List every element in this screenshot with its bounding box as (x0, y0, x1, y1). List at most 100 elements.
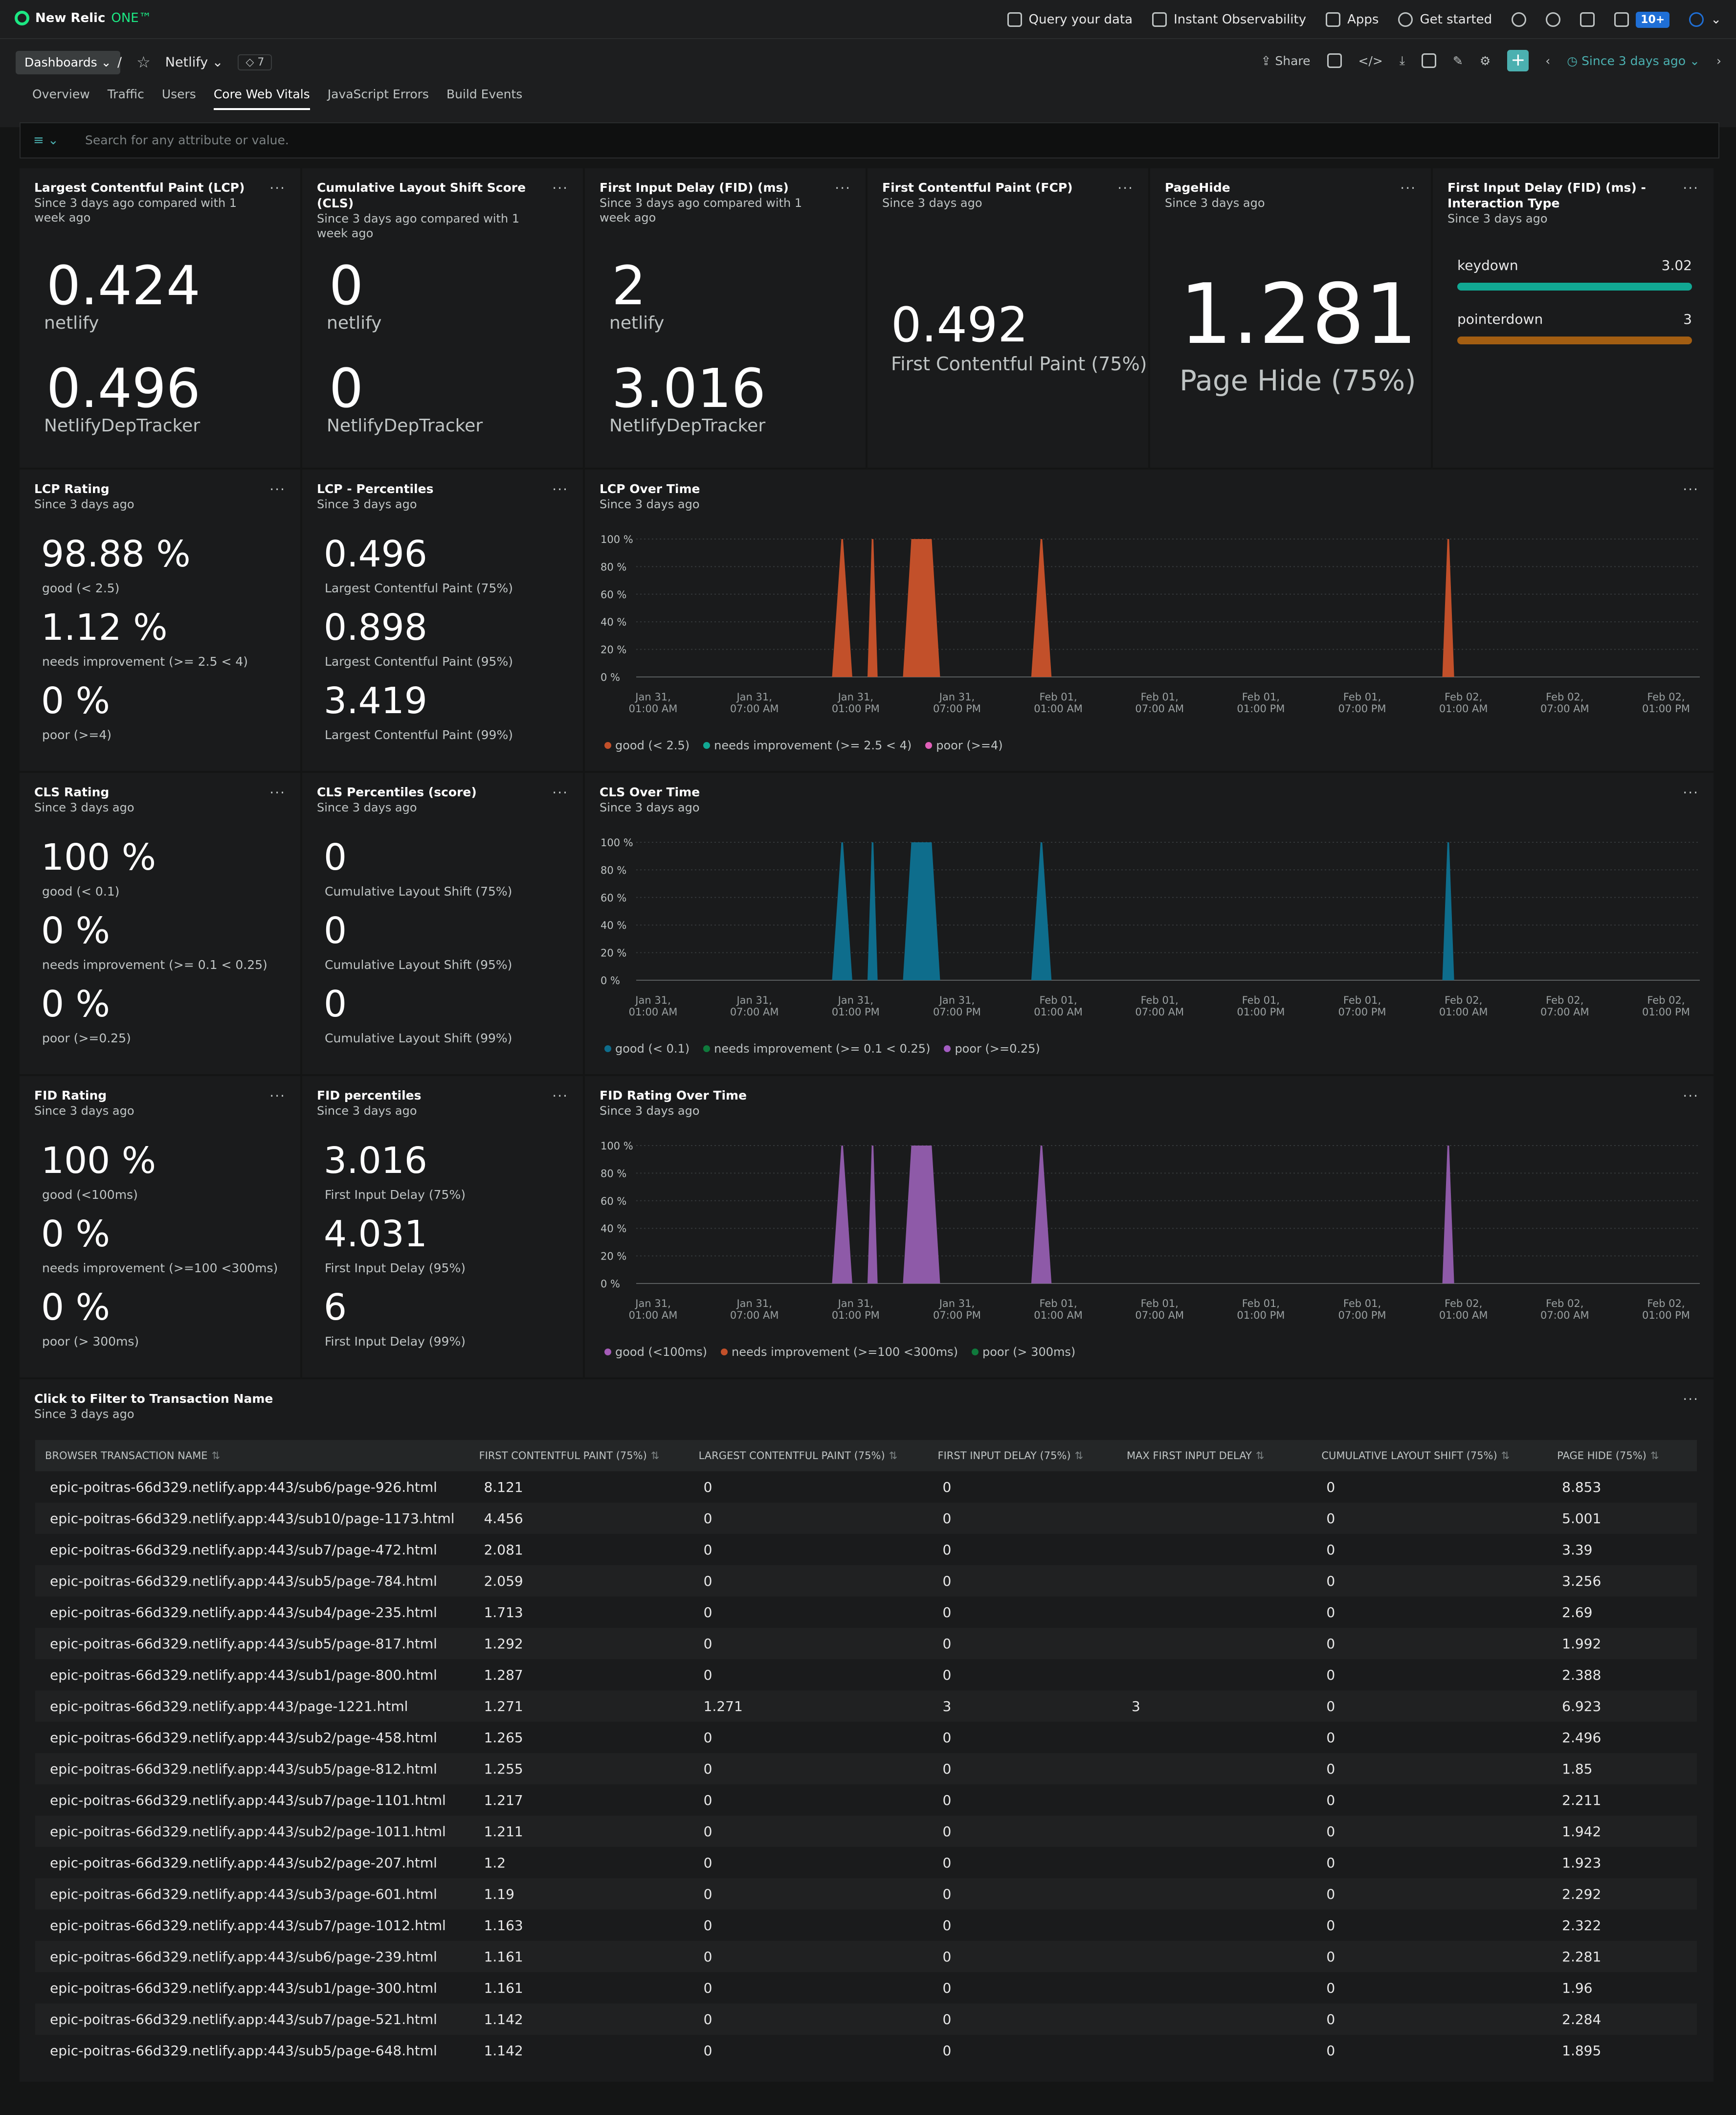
star-icon[interactable]: ☆ (136, 53, 151, 71)
help-icon[interactable] (1546, 12, 1561, 27)
widget-menu-icon[interactable]: ··· (1683, 180, 1699, 196)
edit-icon[interactable]: ✎ (1452, 53, 1463, 68)
filter-icon[interactable]: ≡ ⌄ (33, 133, 59, 148)
column-header-transaction-name[interactable]: BROWSER TRANSACTION NAME ⇅ (35, 1440, 469, 1471)
legend-item[interactable]: good (< 0.1) (604, 1042, 690, 1056)
widget-menu-icon[interactable]: ··· (552, 1088, 568, 1104)
table-row[interactable]: epic-poitras-66d329.netlify.app:443/sub7… (35, 2003, 1697, 2035)
tab-build-events[interactable]: Build Events (446, 87, 523, 101)
legend-item[interactable]: needs improvement (>=100 <300ms) (721, 1345, 958, 1359)
table-row[interactable]: epic-poitras-66d329.netlify.app:443/sub7… (35, 1784, 1697, 1816)
tags-button[interactable]: ◇ 7 (238, 54, 272, 70)
legend-item[interactable]: good (<100ms) (604, 1345, 707, 1359)
chart-plot-area[interactable]: 100 %80 %60 %40 %20 %0 %Jan 31,01:00 AMJ… (585, 1076, 1715, 1350)
legend-item[interactable]: needs improvement (>= 0.1 < 0.25) (703, 1042, 930, 1056)
tab-users[interactable]: Users (161, 87, 196, 101)
dashboards-button[interactable]: Dashboards ⌄ (16, 51, 120, 74)
column-header-cls[interactable]: CUMULATIVE LAYOUT SHIFT (75%) ⇅ (1312, 1440, 1548, 1471)
widget-menu-icon[interactable]: ··· (269, 1088, 286, 1104)
new-relic-logo[interactable]: New Relic ONE™ (15, 11, 152, 25)
widget-menu-icon[interactable]: ··· (1683, 1391, 1699, 1407)
area-peak[interactable] (1031, 842, 1052, 980)
table-row[interactable]: epic-poitras-66d329.netlify.app:443/sub5… (35, 1753, 1697, 1784)
table-row[interactable]: epic-poitras-66d329.netlify.app:443/sub5… (35, 1565, 1697, 1597)
feedback-icon[interactable] (1580, 12, 1595, 27)
settings-icon[interactable]: ⚙ (1479, 53, 1491, 68)
area-peak[interactable] (832, 842, 852, 980)
legend-item[interactable]: needs improvement (>= 2.5 < 4) (703, 739, 912, 752)
tab-overview[interactable]: Overview (32, 87, 90, 101)
widget-menu-icon[interactable]: ··· (552, 481, 568, 497)
area-peak[interactable] (903, 842, 940, 980)
get-started-button[interactable]: Get started (1398, 9, 1492, 30)
table-row[interactable]: epic-poitras-66d329.netlify.app:443/sub6… (35, 1471, 1697, 1503)
area-peak[interactable] (1442, 842, 1454, 980)
area-peak[interactable] (867, 842, 878, 980)
column-header-max-fid[interactable]: MAX FIRST INPUT DELAY ⇅ (1116, 1440, 1312, 1471)
widget-menu-icon[interactable]: ··· (552, 180, 568, 196)
table-row[interactable]: epic-poitras-66d329.netlify.app:443/sub5… (35, 1628, 1697, 1659)
widget-menu-icon[interactable]: ··· (1400, 180, 1416, 196)
area-peak[interactable] (867, 539, 878, 677)
table-row[interactable]: epic-poitras-66d329.netlify.app:443/sub2… (35, 1816, 1697, 1847)
column-header-lcp[interactable]: LARGEST CONTENTFUL PAINT (75%) ⇅ (689, 1440, 928, 1471)
legend-item[interactable]: good (< 2.5) (604, 739, 690, 752)
code-icon[interactable]: </> (1358, 53, 1383, 68)
query-your-data-button[interactable]: Query your data (1007, 9, 1133, 30)
filter-search-input[interactable]: Search for any attribute or value. (85, 133, 289, 147)
widget-menu-icon[interactable]: ··· (1683, 785, 1699, 801)
previous-time-icon[interactable]: ‹ (1545, 53, 1551, 68)
table-row[interactable]: epic-poitras-66d329.netlify.app:443/sub1… (35, 1503, 1697, 1534)
apps-button[interactable]: Apps (1326, 9, 1379, 30)
search-icon[interactable] (1512, 12, 1527, 27)
add-widget-button[interactable]: + (1507, 50, 1529, 71)
widget-menu-icon[interactable]: ··· (1683, 481, 1699, 497)
area-peak[interactable] (1442, 539, 1454, 677)
widget-menu-icon[interactable]: ··· (1683, 1088, 1699, 1104)
widget-menu-icon[interactable]: ··· (269, 180, 286, 196)
table-row[interactable]: epic-poitras-66d329.netlify.app:443/sub1… (35, 1972, 1697, 2003)
instant-observability-button[interactable]: Instant Observability (1152, 9, 1306, 30)
next-time-icon[interactable]: › (1716, 53, 1721, 68)
tv-mode-icon[interactable] (1327, 53, 1342, 68)
area-peak[interactable] (1442, 1146, 1454, 1283)
tab-core-web-vitals[interactable]: Core Web Vitals (213, 87, 310, 110)
column-header-fid[interactable]: FIRST INPUT DELAY (75%) ⇅ (928, 1440, 1117, 1471)
user-menu-button[interactable]: ⌄ (1689, 9, 1721, 30)
table-row[interactable]: epic-poitras-66d329.netlify.app:443/sub1… (35, 1659, 1697, 1690)
table-row[interactable]: epic-poitras-66d329.netlify.app:443/sub7… (35, 1910, 1697, 1941)
area-peak[interactable] (1031, 539, 1052, 677)
area-peak[interactable] (832, 1146, 852, 1283)
tab-traffic[interactable]: Traffic (107, 87, 144, 101)
legend-item[interactable]: poor (> 300ms) (971, 1345, 1075, 1359)
area-peak[interactable] (903, 539, 940, 677)
column-header-page-hide[interactable]: PAGE HIDE (75%) ⇅ (1547, 1440, 1697, 1471)
column-header-fcp[interactable]: FIRST CONTENTFUL PAINT (75%) ⇅ (469, 1440, 689, 1471)
widget-menu-icon[interactable]: ··· (552, 785, 568, 801)
chart-plot-area[interactable]: 100 %80 %60 %40 %20 %0 %Jan 31,01:00 AMJ… (585, 773, 1715, 1047)
dashboard-name-dropdown[interactable]: Netlify ⌄ (165, 54, 223, 70)
legend-item[interactable]: poor (>=0.25) (944, 1042, 1040, 1056)
table-row[interactable]: epic-poitras-66d329.netlify.app:443/sub4… (35, 1597, 1697, 1628)
area-peak[interactable] (903, 1146, 940, 1283)
time-picker[interactable]: ◷ Since 3 days ago ⌄ (1567, 53, 1700, 68)
tab-javascript-errors[interactable]: JavaScript Errors (327, 87, 429, 101)
widget-menu-icon[interactable]: ··· (269, 785, 286, 801)
area-peak[interactable] (1031, 1146, 1052, 1283)
table-row[interactable]: epic-poitras-66d329.netlify.app:443/sub7… (35, 1534, 1697, 1565)
announcements-button[interactable]: 10+ (1614, 9, 1670, 30)
area-peak[interactable] (867, 1146, 878, 1283)
share-button[interactable]: ⇪ Share (1261, 54, 1310, 68)
table-row[interactable]: epic-poitras-66d329.netlify.app:443/sub3… (35, 1878, 1697, 1910)
widget-menu-icon[interactable]: ··· (269, 481, 286, 497)
widget-menu-icon[interactable]: ··· (1117, 180, 1134, 196)
widget-menu-icon[interactable]: ··· (835, 180, 851, 196)
table-row[interactable]: epic-poitras-66d329.netlify.app:443/sub6… (35, 1941, 1697, 1972)
table-row[interactable]: epic-poitras-66d329.netlify.app:443/page… (35, 1690, 1697, 1722)
chart-plot-area[interactable]: 100 %80 %60 %40 %20 %0 %Jan 31,01:00 AMJ… (585, 470, 1715, 743)
copy-icon[interactable] (1421, 53, 1436, 68)
table-row[interactable]: epic-poitras-66d329.netlify.app:443/sub2… (35, 1722, 1697, 1753)
download-icon[interactable]: ⤓ (1399, 53, 1405, 68)
table-row[interactable]: epic-poitras-66d329.netlify.app:443/sub5… (35, 2035, 1697, 2066)
table-row[interactable]: epic-poitras-66d329.netlify.app:443/sub2… (35, 1847, 1697, 1878)
